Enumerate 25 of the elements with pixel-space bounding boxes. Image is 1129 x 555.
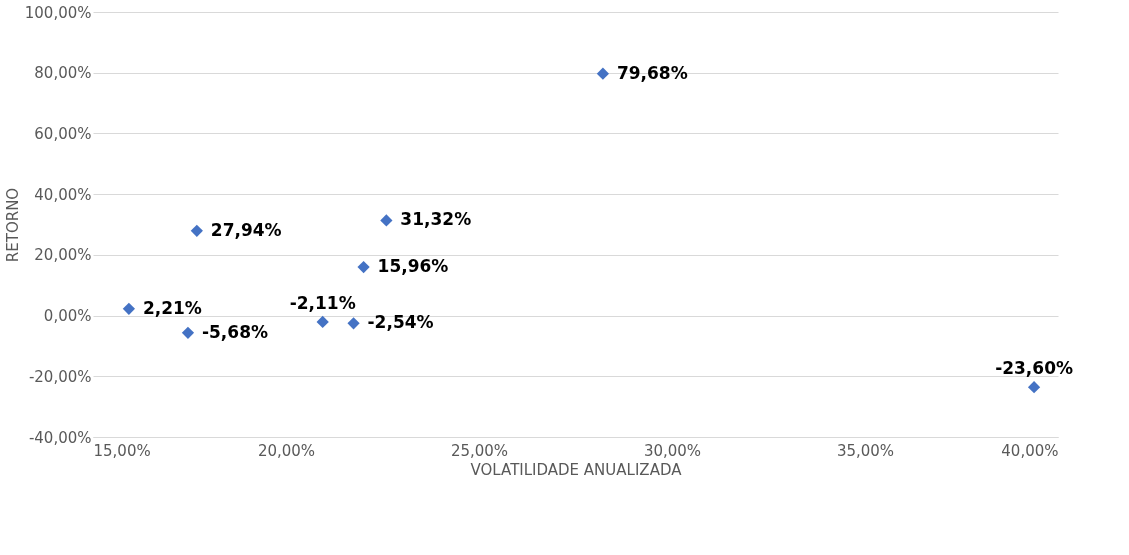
y-tick-label: 0,00% xyxy=(43,307,92,326)
text: 31,32% xyxy=(400,209,472,230)
x-tick-label: 20,00% xyxy=(257,441,316,460)
y-tick-label: 60,00% xyxy=(34,124,92,143)
text: 2,21% xyxy=(142,297,202,318)
text: -2,11% xyxy=(289,292,356,313)
text: -2,54% xyxy=(367,312,434,333)
x-tick-label: 15,00% xyxy=(93,441,151,460)
text: 27,94% xyxy=(210,219,282,240)
y-tick-label: 100,00% xyxy=(24,3,92,22)
text: -5,68% xyxy=(201,321,268,342)
x-tick-label: 25,00% xyxy=(450,441,509,460)
text: -23,60% xyxy=(995,358,1074,379)
y-tick-label: -40,00% xyxy=(28,428,92,447)
y-tick-label: 40,00% xyxy=(34,185,92,204)
y-tick-label: 20,00% xyxy=(34,246,92,265)
x-tick-label: 40,00% xyxy=(1001,441,1059,460)
x-tick-label: 35,00% xyxy=(836,441,895,460)
y-tick-label: -20,00% xyxy=(28,367,92,386)
x-axis-title: VOLATILIDADE ANUALIZADA xyxy=(470,460,683,479)
text: 15,96% xyxy=(377,256,449,277)
y-tick-label: 80,00% xyxy=(34,64,92,83)
y-axis-title: RETORNO xyxy=(3,187,22,263)
text: 79,68% xyxy=(616,62,688,83)
x-tick-label: 30,00% xyxy=(643,441,702,460)
